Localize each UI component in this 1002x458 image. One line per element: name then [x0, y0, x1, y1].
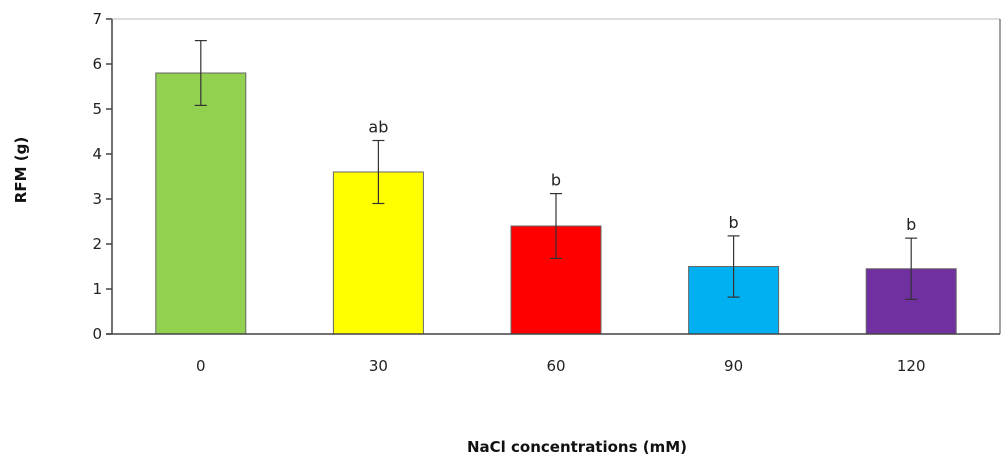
y-tick-label: 1	[92, 280, 102, 298]
y-axis-title: RFM (g)	[12, 137, 30, 203]
x-tick-label: 120	[897, 357, 926, 375]
significance-label: b	[551, 171, 561, 190]
plot-area: 0 1 2 3 4 5 6 7 0 ab 30 b 60 b 90 b 120	[92, 10, 1001, 375]
significance-label: b	[729, 213, 739, 232]
y-tick-label: 7	[92, 10, 102, 28]
y-tick-label: 0	[92, 325, 102, 343]
y-tick-label: 3	[92, 190, 102, 208]
significance-label: b	[906, 215, 916, 234]
x-tick-label: 0	[196, 357, 206, 375]
x-tick-label: 60	[546, 357, 565, 375]
x-tick-label: 90	[724, 357, 743, 375]
significance-label: ab	[368, 118, 388, 137]
y-tick-label: 4	[92, 145, 102, 163]
x-tick-label: 30	[369, 357, 388, 375]
y-tick-label: 5	[92, 100, 102, 118]
y-tick-label: 2	[92, 235, 102, 253]
x-axis-title: NaCl concentrations (mM)	[467, 438, 687, 456]
y-tick-label: 6	[92, 55, 102, 73]
bar	[155, 72, 247, 335]
